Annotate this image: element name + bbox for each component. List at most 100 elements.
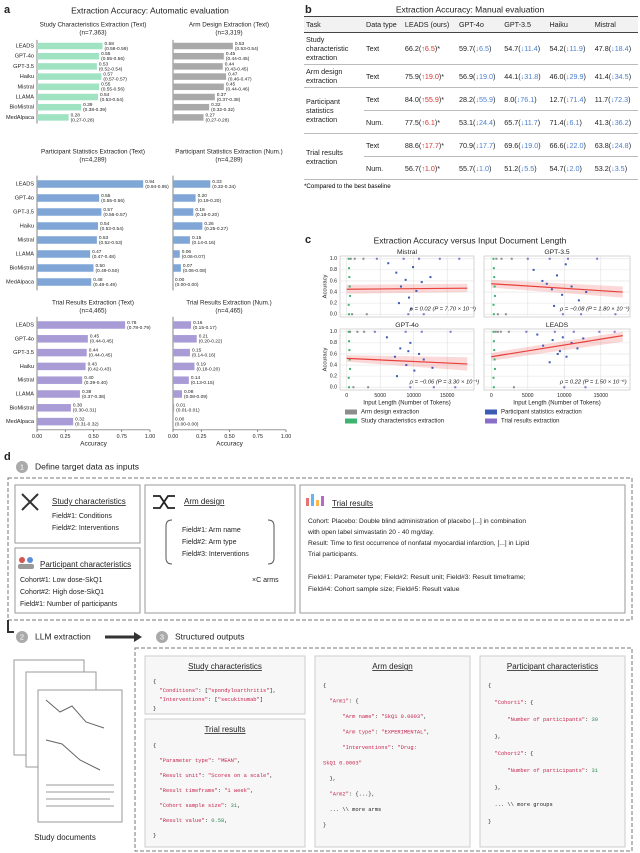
code-line: "Arm2": {...}, (323, 792, 375, 798)
point (348, 313, 351, 316)
interval-label: (0.00-0.00) (175, 421, 199, 427)
point (365, 313, 368, 316)
field: Field#3: Interventions (182, 551, 249, 558)
cell-part: 41.4( (594, 71, 612, 81)
step-number: 3 (160, 632, 164, 641)
cell-part: ) (628, 94, 631, 104)
value-cell: 63.8(↓24.8) (592, 133, 638, 157)
category-label: Haiku (20, 364, 34, 370)
value-cell: 59.7(↓6.5) (457, 32, 503, 65)
document-stack (13, 659, 123, 823)
y-tick-label: 1.0 (330, 256, 337, 262)
cell-part: 77.5( (404, 117, 422, 127)
code-token: : (585, 717, 591, 723)
point (347, 330, 350, 333)
code-line: "Arm1": { (323, 699, 359, 705)
value-label: 0.01 (176, 403, 186, 409)
category-label: GPT-3.5 (13, 64, 34, 70)
y-tick-label: 0.4 (330, 362, 337, 368)
point (492, 267, 495, 270)
output-title: Study characteristics (188, 662, 262, 671)
value-cell: 65.7(↓11.7) (502, 110, 548, 134)
cell-part: ) (534, 163, 537, 173)
chart-subtitle: (n=3,319) (215, 30, 242, 37)
trend-line (346, 357, 468, 365)
point (563, 386, 566, 389)
category-label: MedAlpaca (6, 419, 35, 425)
box-title: Arm design (184, 497, 224, 506)
point (584, 386, 587, 389)
cell-part: 88.6( (404, 140, 422, 150)
box-title: Participant characteristics (40, 560, 131, 569)
code-token: , (237, 803, 240, 809)
header-cell: Mistral (592, 16, 638, 33)
legend-label: Trial results extraction (501, 419, 559, 425)
code-token: , (237, 758, 240, 764)
bar (173, 264, 181, 272)
cell-part: ) (628, 44, 632, 53)
legend-label: Study characteristics extraction (361, 419, 444, 425)
code-line: }, (488, 734, 501, 740)
point (399, 285, 402, 288)
value-label: 0.53 (235, 41, 245, 47)
panel-title: Extraction Accuracy: Manual evaluation (396, 4, 545, 14)
cell-part: ↓17.7 (475, 140, 494, 150)
interval-label: (0.58-0.59) (105, 46, 129, 52)
point (492, 330, 495, 333)
step-number: 2 (20, 632, 24, 641)
field: Cohort#1: Low dose-SkQ1 (20, 577, 103, 584)
code-token: : { (349, 699, 359, 705)
plot-area (339, 255, 475, 318)
subplot-title: LEADS (546, 322, 569, 329)
trial-box (299, 484, 626, 614)
cell-part: ↓22.0 (565, 140, 584, 150)
point (564, 263, 567, 266)
code-token: : (224, 803, 230, 809)
cell-part: 55.7( (459, 163, 476, 173)
interval-label: (0.94-0.95) (145, 184, 169, 190)
point (348, 276, 351, 279)
point (431, 366, 434, 369)
code-token: "MEAN" (218, 758, 237, 764)
point (545, 282, 548, 285)
interval-label: (0.00-0.00) (175, 282, 199, 288)
bar (37, 362, 86, 371)
table-row: Num. 56.7(↑1.0)* 55.7(↓1.0) 51.2(↓5.5) 54.7(… (304, 156, 638, 180)
code-token: : { (524, 700, 534, 706)
interval-label: (0.47-0.48) (92, 254, 116, 260)
x-tick-label: 0 (490, 393, 493, 399)
annotation: ρ = −0.08 (P = 1.80 × 10⁻¹) (559, 307, 630, 313)
value-cell: 77.5(↑6.1)* (402, 110, 458, 134)
cell-part: ↑6.5 (421, 44, 435, 53)
step-label: Structured outputs (175, 631, 244, 641)
bar (37, 335, 88, 343)
point (373, 330, 376, 333)
category-label: GPT-4o (15, 195, 34, 201)
value-label: 0.44 (89, 347, 99, 353)
code-token: "Cohort1" (488, 700, 524, 706)
point (405, 364, 408, 367)
cell-part: ) (493, 140, 496, 150)
point (387, 262, 390, 265)
cell-part: ↓11.7 (520, 117, 538, 127)
code-token: 31 (592, 768, 598, 774)
confidence-band (346, 355, 468, 371)
point (492, 340, 495, 343)
value-cell: 56.7(↑1.0)* (402, 156, 458, 180)
value-label: 0.48 (93, 277, 103, 283)
field: Field#1: Parameter type; Field#2: Result… (308, 574, 526, 581)
bar (173, 348, 190, 357)
code-line: { (153, 743, 156, 749)
value-label: 0.00 (175, 416, 185, 422)
point (493, 349, 496, 352)
annotation: ρ = 0.22 (P = 1.50 × 10⁻⁶) (559, 379, 627, 386)
code-token: }, (488, 785, 501, 791)
bracket (267, 519, 275, 565)
plot-area (483, 255, 631, 318)
trial-text: Cohort: Placebo: Double blind administra… (308, 518, 526, 525)
field: Field#2: Arm type (182, 539, 237, 546)
manual-eval-table: Task Data type LEADS (ours) GPT-4o GPT-3.5 Ha… (304, 16, 638, 190)
bar (37, 264, 94, 272)
point (347, 376, 350, 379)
point (422, 358, 425, 361)
